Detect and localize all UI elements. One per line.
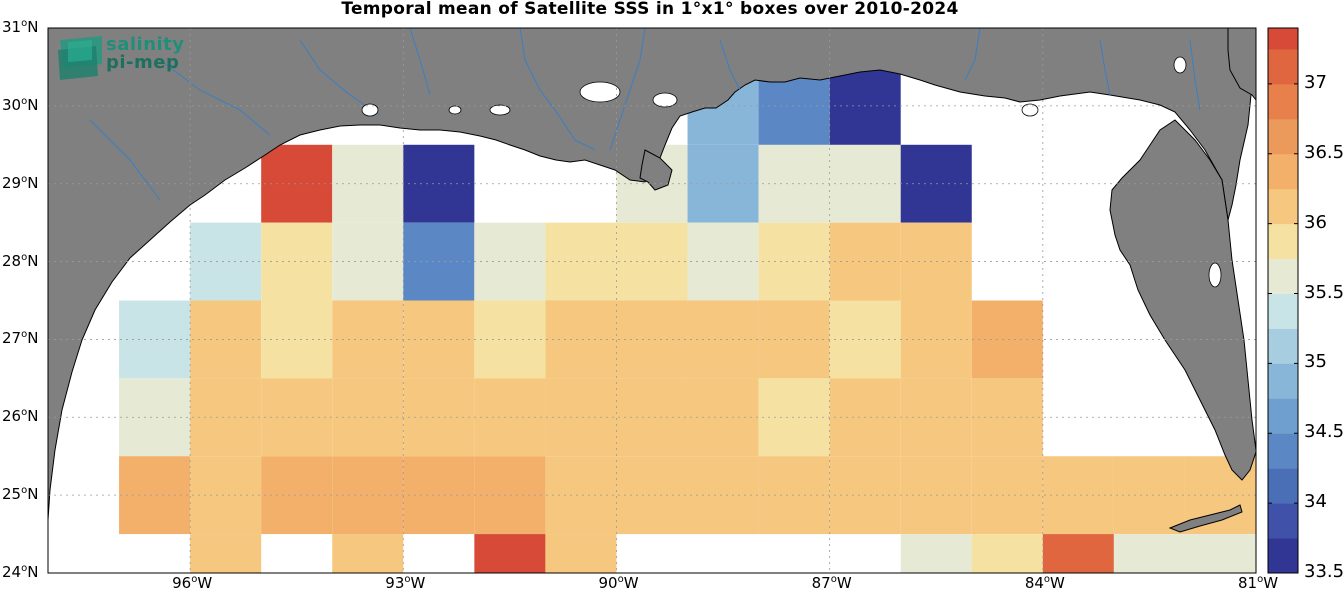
colorbar-segment (1268, 28, 1298, 50)
colorbar-segment (1268, 538, 1298, 574)
latitude-tick-label: 26oN (2, 407, 39, 426)
colorbar-segment (1268, 468, 1298, 504)
latitude-tick-label: 24oN (2, 563, 39, 581)
colorbar-tick-label: 36 (1304, 211, 1327, 233)
colorbar (1268, 28, 1298, 574)
latitude-tick-label: 27oN (2, 329, 39, 348)
logo-mark-icon (58, 36, 102, 80)
land-florida (1109, 28, 1256, 481)
longitude-tick-label: 87oW (811, 574, 852, 592)
colorbar-tick-label: 37 (1304, 71, 1327, 93)
colorbar-segment (1268, 153, 1298, 190)
colorbar-tick-label: 35 (1304, 351, 1327, 373)
colorbar-segment (1268, 398, 1298, 434)
salinity-cell (261, 222, 333, 301)
salinity-cell (971, 534, 1043, 573)
salinity-cell (119, 300, 191, 379)
colorbar-frame (1267, 27, 1299, 574)
land-keys (1168, 504, 1243, 533)
colorbar-segment (1268, 433, 1298, 469)
salinity-cell (616, 378, 688, 457)
map-title: Temporal mean of Satellite SSS in 1°x1° … (341, 0, 959, 19)
colorbar-tick-label: 33.5 (1304, 561, 1344, 582)
salinity-cell (1113, 456, 1185, 535)
salinity-cell (545, 222, 617, 301)
latitude-tick-label: 30oN (2, 95, 39, 114)
salinity-cell (190, 300, 262, 379)
salinity-pi-mep-logo: salinity pi-mep (56, 34, 196, 84)
salinity-cell (971, 300, 1043, 379)
graticule (48, 28, 1256, 573)
salinity-cell (261, 456, 333, 535)
colorbar-segment (1268, 363, 1298, 399)
salinity-cell (545, 456, 617, 535)
salinity-cell (545, 300, 617, 379)
salinity-cell (1113, 534, 1185, 573)
salinity-cell (474, 534, 546, 573)
latitude-tick-label: 29oN (2, 173, 39, 192)
logo-line1: salinity (106, 34, 185, 55)
latitude-tick-label: 25oN (2, 485, 39, 504)
salinity-cell (687, 222, 759, 301)
salinity-cell (1042, 456, 1114, 535)
land-delta (639, 149, 673, 191)
salinity-cell (687, 378, 759, 457)
salinity-cell (545, 378, 617, 457)
salinity-cell (119, 378, 191, 457)
salinity-cell (190, 222, 262, 301)
salinity-cell (261, 378, 333, 457)
salinity-cell (687, 300, 759, 379)
salinity-cell (332, 534, 404, 573)
salinity-cell (545, 534, 617, 573)
salinity-cell (190, 534, 262, 573)
salinity-cell (190, 456, 262, 535)
salinity-cell (900, 534, 972, 573)
longitude-tick-label: 93oW (385, 574, 426, 592)
colorbar-segment (1268, 328, 1298, 364)
land-north (48, 28, 1256, 521)
salinity-cell (119, 456, 191, 535)
colorbar-segment (1268, 118, 1298, 155)
land-mass (48, 28, 1256, 533)
logo-line2: pi-mep (106, 52, 180, 73)
longitude-tick-label: 96oW (172, 574, 213, 592)
salinity-cell (1184, 534, 1256, 573)
salinity-cell (971, 456, 1043, 535)
colorbar-segment (1268, 83, 1298, 120)
latitude-tick-label: 31oN (2, 18, 39, 36)
longitude-tick-label: 81oW (1238, 574, 1279, 592)
colorbar-tick-label: 34.5 (1304, 421, 1344, 443)
colorbar-segment (1268, 188, 1298, 225)
salinity-cell (261, 300, 333, 379)
salinity-cell (261, 144, 333, 223)
colorbar-segment (1268, 503, 1298, 539)
salinity-cell (687, 456, 759, 535)
salinity-cell (190, 378, 262, 457)
colorbar-tick-label: 34 (1304, 491, 1327, 513)
colorbar-segment (1268, 258, 1298, 295)
colorbar-tick-label: 36.5 (1304, 141, 1344, 163)
colorbar-segment (1268, 48, 1298, 85)
colorbar-tick-label: 35.5 (1304, 281, 1344, 303)
longitude-tick-label: 84oW (1024, 574, 1065, 592)
colorbar-segment (1268, 223, 1298, 260)
lakes (361, 56, 1222, 288)
salinity-cell (971, 378, 1043, 457)
salinity-cell (616, 222, 688, 301)
salinity-cell (687, 144, 759, 223)
map-frame (47, 27, 1257, 574)
longitude-tick-label: 90oW (598, 574, 639, 592)
salinity-cell (1042, 534, 1114, 573)
colorbar-segment (1268, 293, 1298, 329)
salinity-cell (616, 456, 688, 535)
latitude-tick-label: 28oN (2, 251, 39, 270)
salinity-cell (616, 300, 688, 379)
